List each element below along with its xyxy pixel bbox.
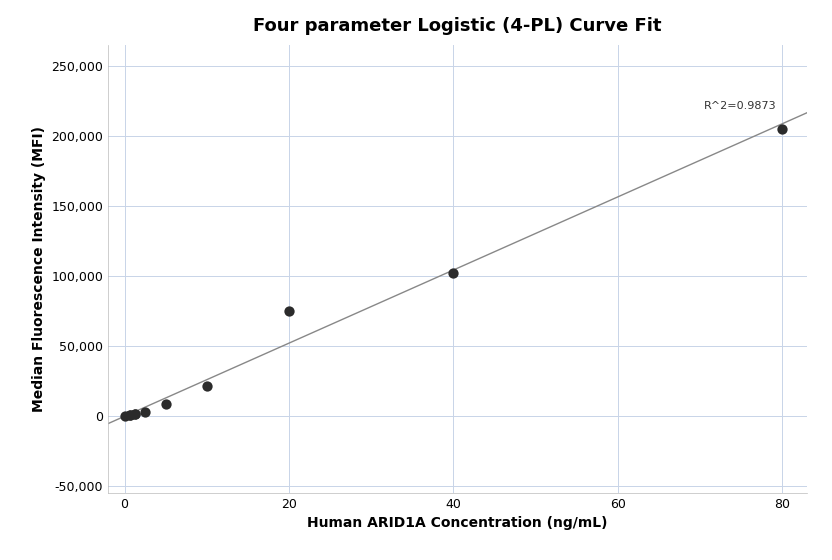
Point — [128, 410, 141, 419]
Title: Four parameter Logistic (4-PL) Curve Fit: Four parameter Logistic (4-PL) Curve Fit — [254, 17, 661, 35]
Point — [123, 410, 136, 419]
Point — [447, 269, 460, 278]
Point — [128, 409, 141, 418]
X-axis label: Human ARID1A Concentration (ng/mL): Human ARID1A Concentration (ng/mL) — [307, 516, 608, 530]
Point — [775, 124, 789, 133]
Point — [123, 410, 136, 419]
Point — [159, 399, 172, 408]
Point — [201, 382, 214, 391]
Y-axis label: Median Fluorescence Intensity (MFI): Median Fluorescence Intensity (MFI) — [32, 126, 46, 412]
Point — [118, 411, 131, 420]
Point — [138, 408, 151, 417]
Point — [282, 306, 295, 315]
Text: R^2=0.9873: R^2=0.9873 — [704, 101, 777, 110]
